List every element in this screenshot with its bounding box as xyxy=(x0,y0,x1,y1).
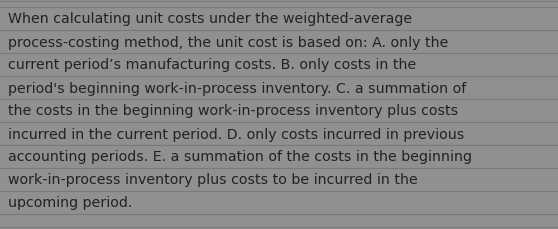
Text: When calculating unit costs under the weighted-average: When calculating unit costs under the we… xyxy=(8,12,412,26)
Text: incurred in the current period. D. only costs incurred in previous: incurred in the current period. D. only … xyxy=(8,127,464,141)
Text: upcoming period.: upcoming period. xyxy=(8,196,132,210)
Text: the costs in the beginning work-in-process inventory plus costs: the costs in the beginning work-in-proce… xyxy=(8,104,458,118)
Text: current period’s manufacturing costs. B. only costs in the: current period’s manufacturing costs. B.… xyxy=(8,58,416,72)
Text: period's beginning work-in-process inventory. C. a summation of: period's beginning work-in-process inven… xyxy=(8,81,466,95)
Text: process-costing method, the unit cost is based on: A. only the: process-costing method, the unit cost is… xyxy=(8,35,449,49)
Text: work-in-process inventory plus costs to be incurred in the: work-in-process inventory plus costs to … xyxy=(8,173,418,187)
Text: accounting periods. E. a summation of the costs in the beginning: accounting periods. E. a summation of th… xyxy=(8,150,472,164)
